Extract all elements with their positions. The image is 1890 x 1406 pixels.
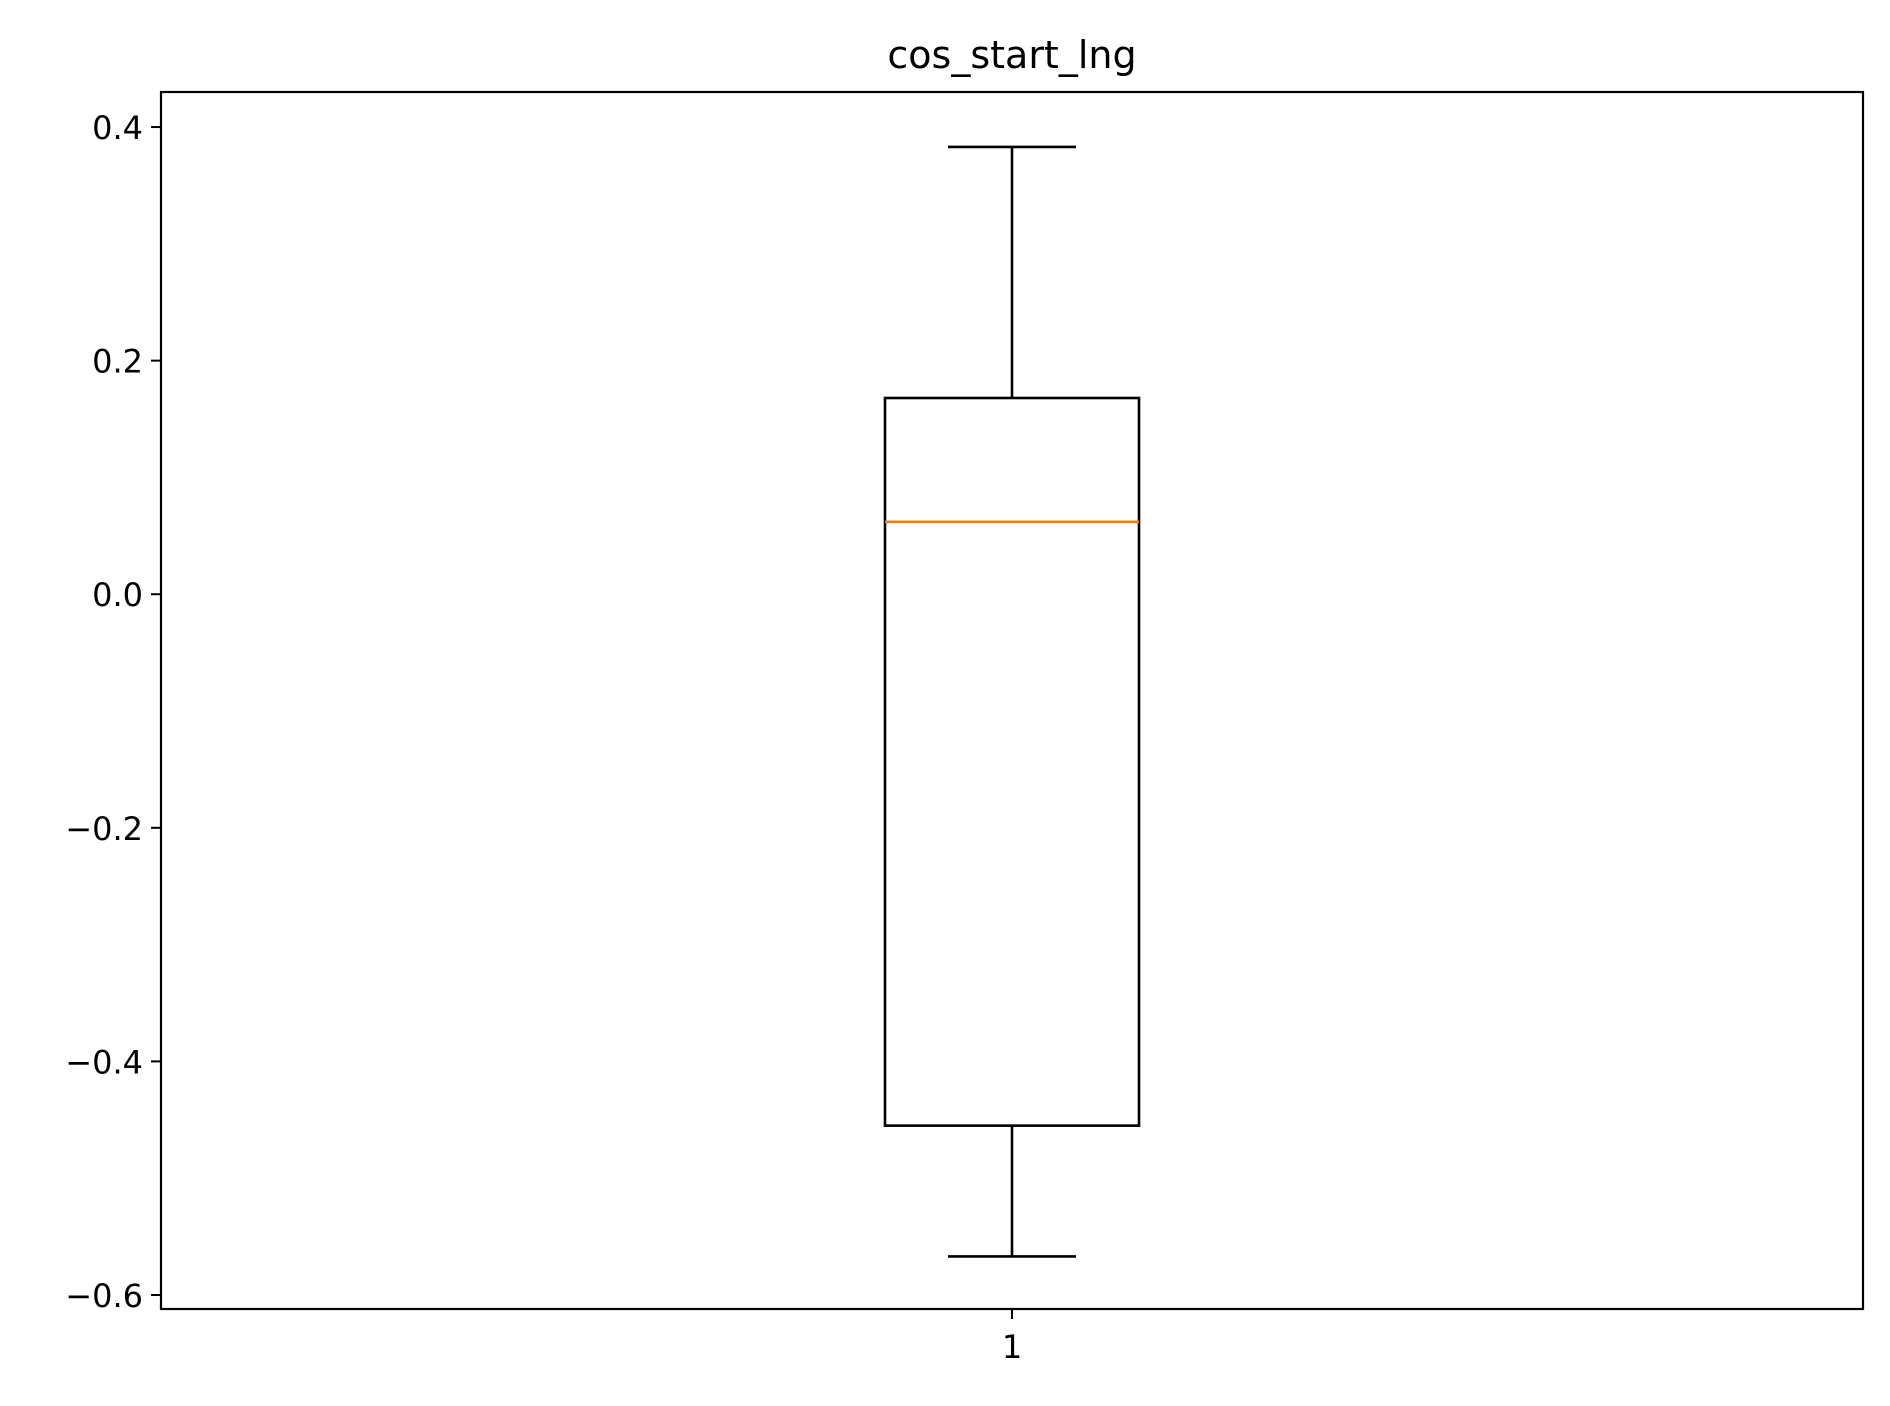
plot-area (883, 145, 1141, 1258)
y-tick-label: −0.2 (65, 810, 143, 848)
y-tick-label: −0.4 (65, 1043, 143, 1081)
y-tick-label: −0.6 (65, 1277, 143, 1315)
y-tick-label: 0.0 (92, 576, 143, 614)
x-axis: 1 (1002, 1309, 1022, 1366)
chart-title: cos_start_lng (887, 33, 1136, 77)
y-axis: 0.4 0.2 0.0 −0.2 −0.4 −0.6 (65, 109, 161, 1315)
y-tick-label: 0.4 (92, 109, 143, 147)
y-tick-label: 0.2 (92, 343, 143, 381)
box-plot-1 (883, 145, 1141, 1258)
box-iqr (883, 396, 1141, 1127)
x-tick-label: 1 (1002, 1328, 1022, 1366)
